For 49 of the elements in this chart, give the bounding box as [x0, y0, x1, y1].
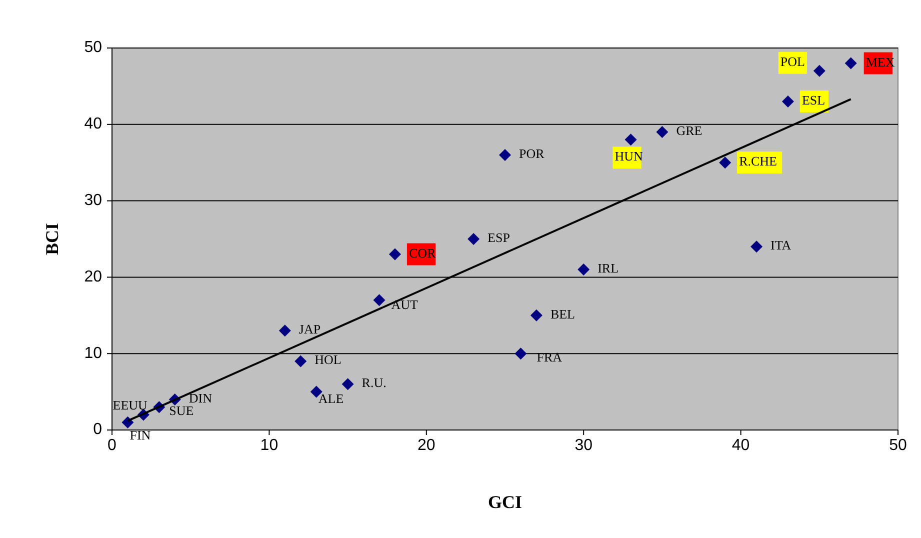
y-tick-label: 10: [84, 344, 102, 362]
data-label: GRE: [676, 123, 702, 138]
y-tick-label: 50: [84, 39, 102, 56]
data-label: POL: [780, 54, 806, 69]
data-label: R.U.: [362, 375, 386, 390]
x-tick-label: 10: [260, 437, 278, 454]
data-label: IRL: [598, 260, 619, 276]
point: [782, 95, 794, 108]
point: [656, 126, 668, 138]
point: [342, 378, 354, 390]
data-label: ESL: [802, 92, 826, 108]
y-tick-label: 40: [84, 116, 102, 133]
data-label: HOL: [314, 352, 342, 368]
data-label: JAP: [298, 322, 321, 337]
x-tick-label: 0: [108, 437, 117, 454]
x-tick-label: 50: [889, 437, 907, 454]
point: [278, 324, 291, 337]
y-tick-label: 30: [84, 192, 102, 210]
data-label: DIN: [188, 390, 213, 406]
point: [122, 416, 134, 428]
data-label: ALE: [318, 390, 344, 406]
point: [373, 294, 386, 306]
point: [388, 248, 401, 260]
x-tick-label: 30: [574, 437, 593, 454]
data-label: POR: [519, 146, 545, 161]
point: [294, 355, 307, 368]
data-label: FIN: [130, 427, 152, 442]
x-tick-label: 20: [418, 437, 436, 454]
point: [499, 148, 511, 161]
data-label: ESP: [488, 230, 510, 245]
point: [719, 156, 732, 169]
y-tick-label: 20: [84, 268, 102, 286]
point: [624, 134, 637, 146]
point: [468, 233, 480, 245]
data-label: SUE: [169, 403, 194, 418]
point: [530, 309, 542, 322]
point: [844, 57, 857, 70]
data-label: ITA: [770, 238, 792, 253]
data-label: R.CHE: [739, 154, 778, 169]
point: [578, 264, 590, 276]
point: [750, 240, 763, 253]
x-tick-label: 40: [732, 437, 750, 454]
data-label: BEL: [550, 306, 576, 322]
y-tick-label: 0: [93, 421, 102, 438]
x-axis-title: GCI: [488, 492, 522, 512]
point: [813, 64, 826, 77]
y-axis-title: BCI: [42, 222, 62, 256]
point: [514, 348, 527, 360]
data-label: EEUU: [112, 398, 148, 413]
